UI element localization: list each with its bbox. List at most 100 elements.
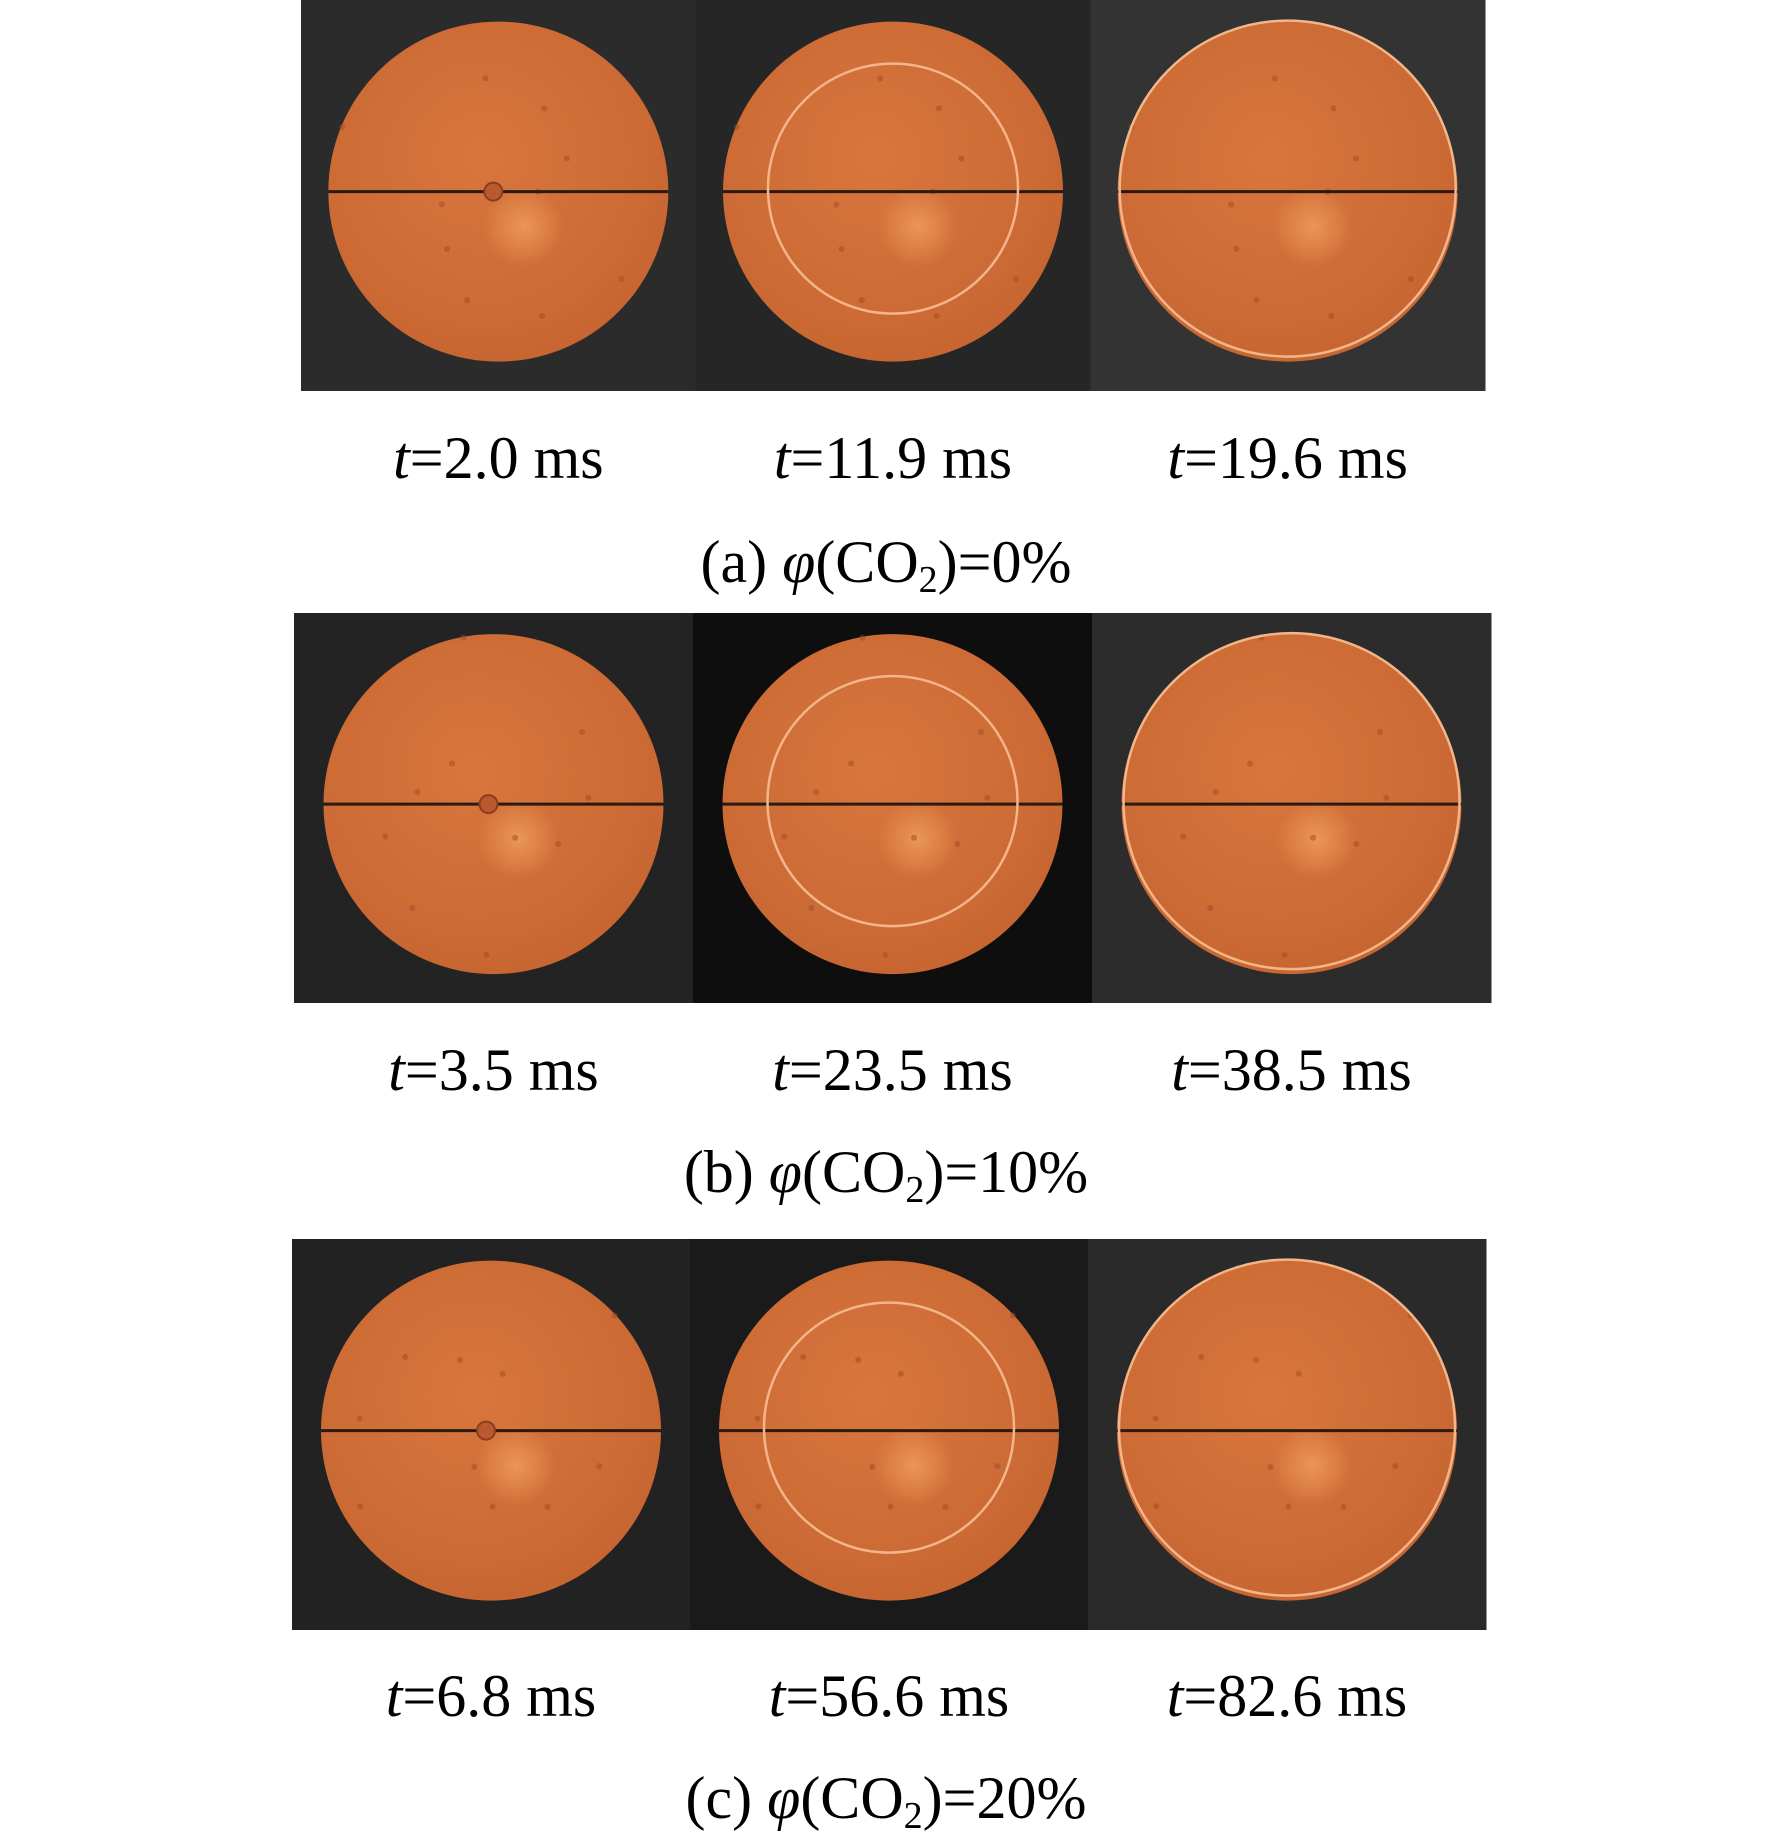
speck — [382, 833, 389, 840]
photo-panel — [301, 0, 697, 391]
speck — [813, 788, 820, 795]
caption-variable: φ — [767, 1765, 801, 1831]
speck — [339, 124, 346, 131]
speck — [563, 155, 570, 162]
caption-variable: φ — [782, 529, 816, 595]
glow — [476, 1425, 556, 1506]
caption-value: )=0% — [937, 529, 1072, 595]
speck — [618, 275, 625, 282]
speck — [555, 840, 562, 847]
speck — [911, 834, 918, 841]
flame-front — [766, 62, 1020, 315]
speck — [1247, 760, 1254, 767]
speck — [1267, 1463, 1274, 1470]
speck — [1253, 297, 1260, 304]
speck — [755, 1503, 762, 1510]
speck — [414, 788, 421, 795]
speck — [409, 905, 416, 912]
photo-panel — [695, 0, 1091, 391]
caption-subscript: 2 — [903, 1795, 923, 1837]
speck — [471, 1463, 478, 1470]
flame-front — [766, 674, 1019, 928]
caption-value: )=20% — [922, 1765, 1087, 1831]
spark-kernel — [483, 181, 504, 202]
caption-species: (CO — [802, 1139, 906, 1205]
spark-kernel — [476, 1420, 496, 1441]
speck — [808, 905, 815, 912]
speck — [357, 1503, 364, 1510]
time-label: t=56.6 ms — [768, 1663, 1010, 1729]
speck — [1228, 201, 1235, 208]
photo-panel — [1090, 0, 1486, 391]
caption: (b) φ(CO2)=10% — [0, 1139, 1772, 1209]
speck — [611, 1312, 618, 1319]
glow — [1272, 1425, 1352, 1506]
speck — [464, 297, 471, 304]
speck — [848, 760, 855, 767]
photo-panel — [690, 1239, 1089, 1630]
speck — [1328, 313, 1335, 320]
speck — [1153, 1503, 1160, 1510]
caption-subscript: 2 — [918, 559, 938, 601]
speck — [1198, 1354, 1205, 1361]
speck — [1207, 905, 1214, 912]
speck — [1253, 1357, 1260, 1364]
speck — [859, 634, 866, 641]
speck — [1383, 794, 1390, 801]
caption-variable: φ — [768, 1139, 802, 1205]
caption-subscript: 2 — [905, 1169, 925, 1211]
caption: (a) φ(CO2)=0% — [0, 529, 1772, 599]
photo-panel — [292, 1239, 691, 1630]
speck — [512, 834, 519, 841]
speck — [1271, 75, 1278, 82]
photo-panel — [294, 613, 694, 1003]
speck — [482, 75, 489, 82]
speck — [1233, 246, 1240, 253]
time-label: t=82.6 ms — [1166, 1663, 1408, 1729]
speck — [585, 794, 592, 801]
speck — [596, 1463, 603, 1470]
speck — [984, 794, 991, 801]
speck — [541, 105, 548, 112]
time-label: t=19.6 ms — [1167, 425, 1408, 491]
speck — [882, 951, 889, 958]
speck — [754, 1415, 761, 1422]
speck — [438, 201, 445, 208]
speck — [887, 1503, 894, 1510]
speck — [958, 155, 965, 162]
flame-front — [1118, 19, 1457, 358]
flame-front — [1117, 1258, 1457, 1597]
speck — [838, 246, 845, 253]
flame-front — [762, 1301, 1016, 1554]
speck — [1013, 275, 1020, 282]
speck — [977, 729, 984, 736]
photo-panel — [1088, 1239, 1487, 1630]
time-label: t=6.8 ms — [385, 1663, 597, 1729]
glow — [874, 1425, 954, 1506]
speck — [1392, 1463, 1399, 1470]
time-label: t=38.5 ms — [1171, 1037, 1412, 1103]
speck — [460, 634, 467, 641]
speck — [1353, 155, 1360, 162]
time-label: t=11.9 ms — [773, 425, 1013, 491]
speck — [1180, 833, 1187, 840]
speck — [942, 1503, 949, 1510]
spark-kernel — [478, 794, 499, 815]
caption-label: (b) — [683, 1139, 754, 1205]
speck — [935, 105, 942, 112]
speck — [1152, 1415, 1159, 1422]
speck — [483, 951, 490, 958]
time-label: t=3.5 ms — [388, 1037, 599, 1103]
speck — [1330, 105, 1337, 112]
speck — [1281, 951, 1288, 958]
speck — [578, 729, 585, 736]
speck — [402, 1354, 409, 1361]
speck — [457, 1357, 464, 1364]
caption-label: (c) — [685, 1765, 753, 1831]
speck — [897, 1370, 904, 1377]
photo-panel — [693, 613, 1093, 1003]
glow — [1272, 186, 1353, 267]
caption: (c) φ(CO2)=20% — [0, 1765, 1772, 1835]
